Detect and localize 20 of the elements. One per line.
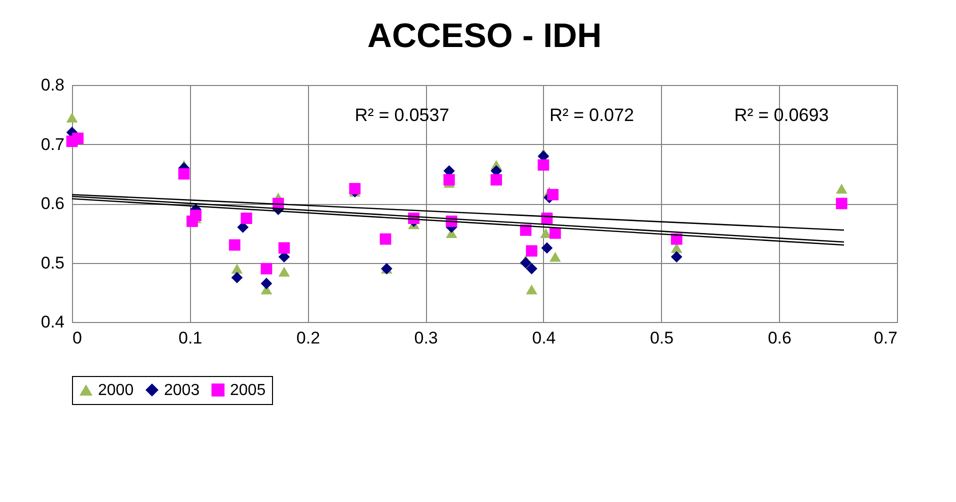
x-tick-label: 0.2 bbox=[296, 328, 320, 348]
annotation: R² = 0.0693 bbox=[734, 104, 829, 125]
x-tick-label: 0.7 bbox=[874, 328, 898, 348]
y-tick-label: 0.5 bbox=[40, 253, 64, 272]
x-tick-label: 0.1 bbox=[178, 328, 202, 348]
x-tick-label: 0.4 bbox=[532, 328, 556, 348]
legend-label: 2005 bbox=[230, 382, 266, 399]
y-tick-label: 0.6 bbox=[40, 194, 64, 213]
y-tick-label: 0.4 bbox=[40, 312, 64, 332]
y-tick-label: 0.7 bbox=[40, 134, 64, 154]
x-tick-label: 0 bbox=[72, 328, 82, 348]
chart-title: ACCESO - IDH bbox=[367, 17, 602, 55]
x-tick-label: 0.5 bbox=[650, 328, 674, 348]
legend-label: 2000 bbox=[98, 382, 134, 399]
annotation: R² = 0.072 bbox=[549, 104, 634, 125]
x-tick-label: 0.3 bbox=[414, 328, 438, 348]
annotation: R² = 0.0537 bbox=[354, 104, 450, 125]
legend-label: 2003 bbox=[164, 382, 200, 399]
x-tick-label: 0.6 bbox=[768, 328, 792, 348]
y-tick-label: 0.8 bbox=[40, 76, 64, 94]
